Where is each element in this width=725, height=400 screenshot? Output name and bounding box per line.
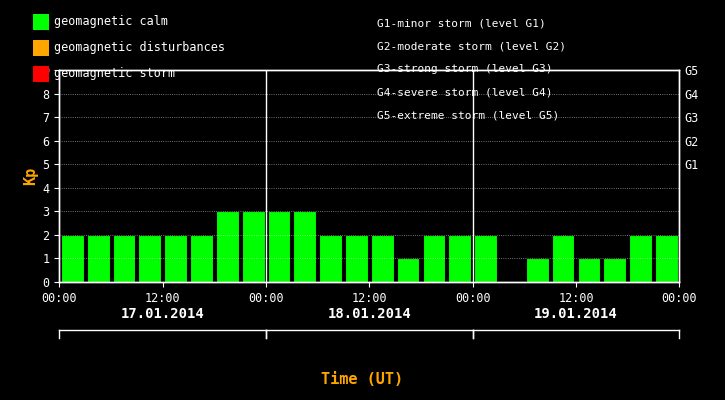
Bar	[190, 235, 213, 282]
Bar	[397, 258, 420, 282]
Bar	[474, 235, 497, 282]
Text: G1-minor storm (level G1): G1-minor storm (level G1)	[377, 18, 546, 28]
Text: geomagnetic storm: geomagnetic storm	[54, 68, 175, 80]
Bar	[294, 211, 316, 282]
Bar	[345, 235, 368, 282]
Text: geomagnetic calm: geomagnetic calm	[54, 16, 168, 28]
Bar	[603, 258, 626, 282]
Bar	[578, 258, 600, 282]
Bar	[165, 235, 187, 282]
Text: Time (UT): Time (UT)	[321, 372, 404, 388]
Text: 18.01.2014: 18.01.2014	[328, 307, 411, 321]
Bar	[242, 211, 265, 282]
Text: G5-extreme storm (level G5): G5-extreme storm (level G5)	[377, 111, 559, 121]
Bar	[655, 235, 678, 282]
Bar	[87, 235, 109, 282]
Bar	[268, 211, 290, 282]
Bar	[552, 235, 574, 282]
Text: G3-strong storm (level G3): G3-strong storm (level G3)	[377, 64, 552, 74]
Bar	[371, 235, 394, 282]
Bar	[423, 235, 445, 282]
Bar	[629, 235, 652, 282]
Text: 19.01.2014: 19.01.2014	[534, 307, 618, 321]
Text: G4-severe storm (level G4): G4-severe storm (level G4)	[377, 88, 552, 98]
Bar	[216, 211, 239, 282]
Text: geomagnetic disturbances: geomagnetic disturbances	[54, 42, 225, 54]
Bar	[61, 235, 83, 282]
Bar	[449, 235, 471, 282]
Text: G2-moderate storm (level G2): G2-moderate storm (level G2)	[377, 41, 566, 51]
Bar	[526, 258, 549, 282]
Bar	[138, 235, 161, 282]
Bar	[112, 235, 136, 282]
Text: 17.01.2014: 17.01.2014	[121, 307, 204, 321]
Y-axis label: Kp: Kp	[23, 167, 38, 185]
Bar	[319, 235, 342, 282]
